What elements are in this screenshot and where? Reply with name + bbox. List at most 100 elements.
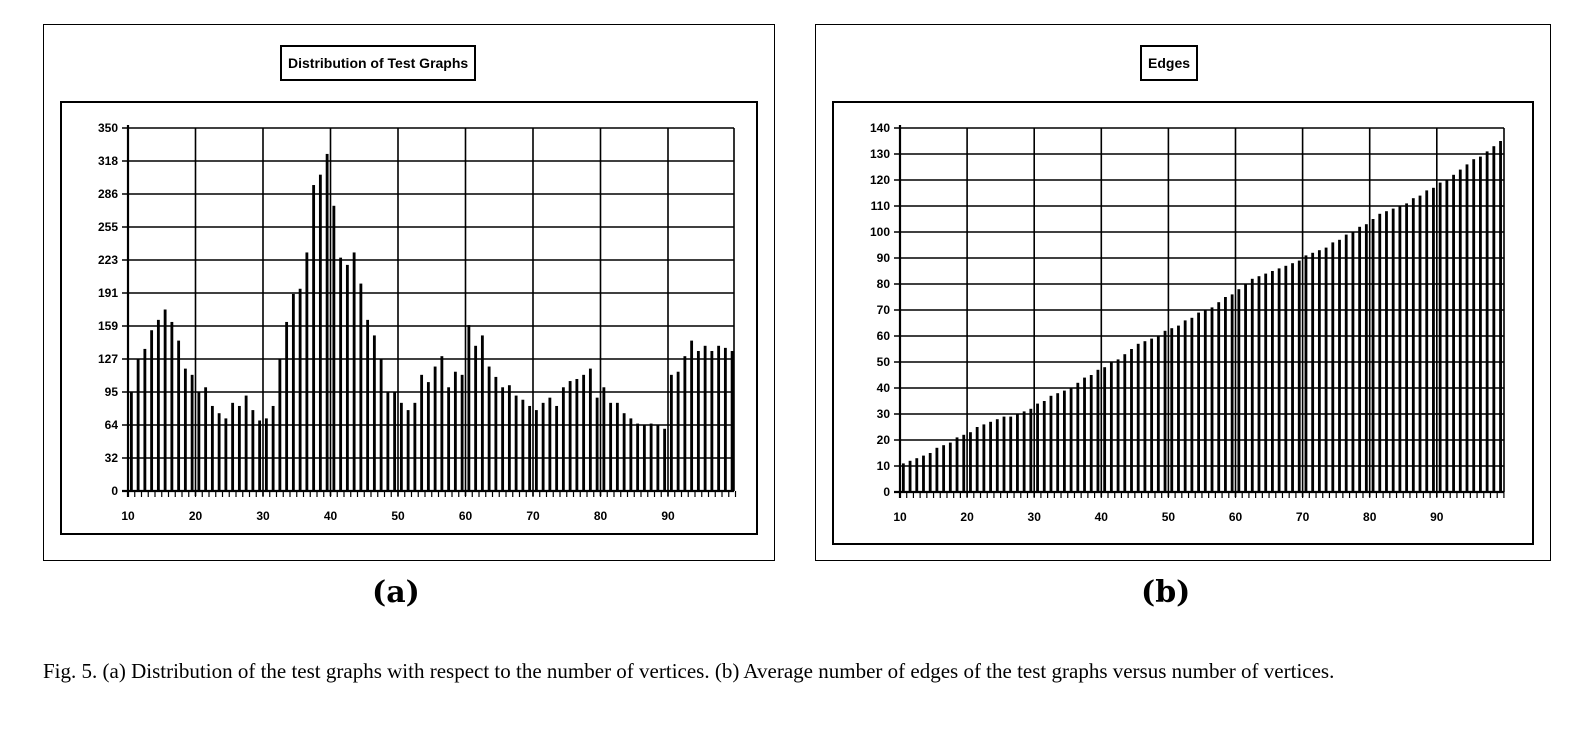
bar-a xyxy=(298,288,302,491)
y-tick-label: 350 xyxy=(98,121,118,135)
bar-a xyxy=(548,397,552,491)
bar-b xyxy=(1425,190,1429,492)
bar-b xyxy=(1438,182,1442,492)
bar-b xyxy=(1096,369,1100,492)
bar-a xyxy=(271,405,275,491)
bar-a xyxy=(420,374,424,491)
bar-a xyxy=(312,185,316,492)
bar-b xyxy=(1492,146,1496,492)
bar-a xyxy=(332,205,336,492)
bar-b xyxy=(1452,174,1455,493)
plot-frame-a xyxy=(60,101,758,535)
bar-b xyxy=(1257,276,1261,492)
y-tick-label: 95 xyxy=(105,385,119,399)
bar-a xyxy=(521,399,525,491)
bar-a xyxy=(379,359,383,491)
chart-svg-a: 0 32 64 95 127 159 191 223 255 286 318 350 10 20 30 40 5… xyxy=(98,121,737,523)
bar-b xyxy=(1143,341,1147,492)
bar-b xyxy=(1371,219,1375,492)
x-tick-label: 90 xyxy=(661,509,675,523)
y-tick-label: 318 xyxy=(98,154,118,168)
bar-a xyxy=(474,345,478,491)
x-tick-label: 60 xyxy=(459,509,473,523)
bar-a xyxy=(703,345,707,491)
bar-b xyxy=(1405,203,1409,492)
bar-b xyxy=(1036,403,1039,492)
bar-b xyxy=(1244,284,1247,492)
y-tick-label: 0 xyxy=(883,485,890,499)
bar-b xyxy=(1264,273,1268,492)
y-tick-label: 50 xyxy=(877,355,891,369)
x-tick-label: 20 xyxy=(960,510,974,524)
bar-a xyxy=(501,387,505,491)
bar-a xyxy=(710,350,714,491)
bar-b xyxy=(1130,349,1133,492)
bar-a xyxy=(393,392,397,491)
bar-b xyxy=(995,419,999,492)
y-tick-label: 100 xyxy=(870,225,890,239)
bar-b xyxy=(1224,297,1227,492)
y-tick-label: 40 xyxy=(877,381,891,395)
figure-caption: Fig. 5. (a) Distribution of the test gra… xyxy=(43,659,1335,683)
x-tick-label: 50 xyxy=(391,509,405,523)
bar-a xyxy=(433,366,437,491)
bar-b xyxy=(1177,325,1180,492)
bar-b xyxy=(928,453,932,492)
bar-b xyxy=(935,447,939,492)
bar-b xyxy=(1170,328,1174,492)
bar-a xyxy=(656,424,660,491)
bar-a xyxy=(730,350,734,491)
y-tick-label: 32 xyxy=(105,451,119,465)
bar-b xyxy=(1398,206,1402,492)
bar-b xyxy=(1136,343,1140,492)
bar-a xyxy=(636,423,640,491)
bar-a xyxy=(561,387,565,491)
x-tick-label: 40 xyxy=(324,509,338,523)
bar-b xyxy=(1109,362,1113,492)
y-tick-label: 10 xyxy=(877,459,891,473)
bar-b xyxy=(1016,414,1019,492)
y-tick-label: 130 xyxy=(870,147,890,161)
bar-a xyxy=(528,405,532,491)
bar-a xyxy=(177,340,181,491)
bar-a xyxy=(723,347,727,491)
bar-a xyxy=(237,405,241,491)
bar-a xyxy=(575,378,579,491)
x-tick-label: 70 xyxy=(526,509,540,523)
x-tick-label: 20 xyxy=(189,509,203,523)
bar-a xyxy=(372,335,376,491)
y-tick-label: 90 xyxy=(877,251,891,265)
bar-a xyxy=(150,330,154,491)
bar-a xyxy=(366,319,370,491)
bar-a xyxy=(582,374,586,491)
y-tick-label: 20 xyxy=(877,433,891,447)
bar-b xyxy=(1378,213,1382,493)
bar-b xyxy=(1103,367,1107,492)
bar-b xyxy=(1217,302,1221,492)
bar-b xyxy=(1150,338,1154,492)
chart-panel-a: Distribution of Test Graphs 0 32 64 95 127 15… xyxy=(43,24,775,561)
bar-a xyxy=(460,374,464,491)
bar-b xyxy=(1123,354,1127,492)
bar-b xyxy=(1291,263,1294,492)
bar-b xyxy=(1284,265,1288,492)
bar-a xyxy=(440,356,444,491)
bar-b xyxy=(908,460,912,492)
bar-b xyxy=(915,458,919,492)
bar-b xyxy=(1465,164,1469,492)
bar-b xyxy=(1432,187,1435,493)
y-tick-label: 191 xyxy=(98,286,118,300)
y-tick-label: 0 xyxy=(111,484,118,498)
bar-a xyxy=(690,340,694,491)
bar-a xyxy=(204,387,208,491)
bar-a xyxy=(244,395,248,491)
bar-b xyxy=(1062,390,1066,492)
bar-a xyxy=(683,356,687,491)
x-tick-label: 60 xyxy=(1229,510,1243,524)
bar-b xyxy=(1210,307,1214,492)
chart-title-a: Distribution of Test Graphs xyxy=(280,45,477,81)
bar-b xyxy=(1304,255,1308,492)
bar-a xyxy=(514,395,518,491)
bar-a xyxy=(136,359,140,491)
